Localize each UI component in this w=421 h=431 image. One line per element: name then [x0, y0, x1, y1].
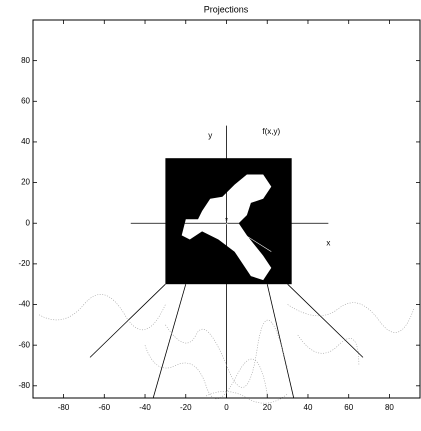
- x-tick-label: -20: [180, 403, 192, 412]
- y-tick-label: -40: [18, 300, 30, 309]
- x-tick-label: -80: [58, 403, 70, 412]
- projection-line: [153, 284, 186, 398]
- y-tick-label: 40: [21, 137, 30, 146]
- annotation: y: [208, 131, 212, 140]
- y-tick-label: -20: [18, 259, 30, 268]
- chart-title: Projections: [204, 4, 249, 14]
- projection-curve: [206, 391, 288, 403]
- x-tick-label: 0: [224, 403, 229, 412]
- y-tick-label: -60: [18, 340, 30, 349]
- x-tick-label: -40: [139, 403, 151, 412]
- chart: Projections * y f(x,y) x -80 -60 -40 -20 0 20 40 6…: [0, 0, 421, 431]
- x-tick-label: 40: [304, 403, 313, 412]
- x-tick-label: 60: [344, 403, 353, 412]
- projection-curve: [39, 294, 165, 329]
- projection-scene: *: [39, 126, 414, 404]
- center-mark: *: [225, 216, 228, 225]
- y-tick-label: -80: [18, 381, 30, 390]
- projection-line: [90, 284, 165, 357]
- y-tick-label: 80: [21, 56, 30, 65]
- y-tick-label: 20: [21, 178, 30, 187]
- y-tick-label: 60: [21, 96, 30, 105]
- projection-line: [267, 284, 293, 398]
- annotation: x: [326, 239, 330, 248]
- x-tick-label: -60: [99, 403, 111, 412]
- projection-curve: [288, 303, 414, 333]
- y-tick-label: 0: [26, 218, 31, 227]
- projection-curve: [145, 345, 267, 399]
- x-tick-label: 20: [263, 403, 272, 412]
- x-tick-label: 80: [385, 403, 394, 412]
- projection-line: [288, 284, 363, 357]
- annotation: f(x,y): [262, 127, 280, 136]
- projection-curve: [298, 335, 359, 366]
